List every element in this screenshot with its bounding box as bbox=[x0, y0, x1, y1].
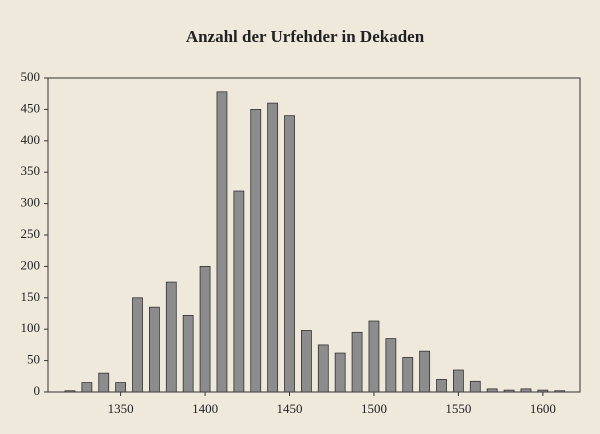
bar bbox=[419, 350, 431, 393]
bar bbox=[165, 281, 177, 393]
x-tick-label: 1350 bbox=[108, 401, 134, 416]
bar bbox=[351, 331, 363, 393]
x-tick-label: 1450 bbox=[277, 401, 303, 416]
y-tick-label: 50 bbox=[27, 352, 40, 367]
bar bbox=[284, 115, 295, 393]
bar bbox=[452, 369, 464, 393]
y-tick-label: 350 bbox=[21, 163, 41, 178]
bar bbox=[554, 390, 566, 393]
bar bbox=[267, 102, 279, 393]
y-tick-label: 250 bbox=[21, 226, 41, 241]
bar bbox=[250, 109, 262, 393]
bar bbox=[537, 389, 549, 393]
bar bbox=[520, 388, 532, 393]
bar bbox=[216, 91, 228, 393]
y-tick-label: 100 bbox=[21, 320, 41, 335]
bar bbox=[233, 190, 245, 393]
x-tick-label: 1600 bbox=[530, 401, 556, 416]
y-tick-label: 500 bbox=[21, 69, 41, 84]
chart-title: Anzahl der Urfehder in Dekaden bbox=[186, 27, 425, 46]
bar bbox=[148, 306, 160, 393]
bar bbox=[98, 372, 110, 393]
y-tick-label: 300 bbox=[21, 195, 41, 210]
bar bbox=[317, 344, 329, 393]
y-tick-label: 200 bbox=[21, 257, 41, 272]
bar bbox=[199, 265, 211, 393]
bar bbox=[115, 382, 127, 393]
y-tick-label: 150 bbox=[21, 289, 41, 304]
bar bbox=[368, 320, 380, 393]
bar bbox=[334, 352, 346, 393]
bar bbox=[64, 390, 76, 393]
bar bbox=[132, 297, 143, 393]
bar bbox=[385, 338, 397, 393]
bar bbox=[300, 330, 312, 393]
x-tick-label: 1550 bbox=[445, 401, 471, 416]
bar bbox=[182, 314, 194, 393]
y-tick-label: 400 bbox=[21, 132, 41, 147]
y-tick-label: 450 bbox=[21, 100, 41, 115]
bar bbox=[469, 380, 481, 393]
bar bbox=[81, 382, 93, 393]
y-tick-label: 0 bbox=[34, 383, 41, 398]
bar bbox=[402, 357, 414, 393]
x-tick-label: 1500 bbox=[361, 401, 387, 416]
bar bbox=[486, 388, 498, 393]
x-tick-label: 1400 bbox=[192, 401, 218, 416]
bar bbox=[436, 379, 447, 393]
bar bbox=[503, 389, 515, 393]
